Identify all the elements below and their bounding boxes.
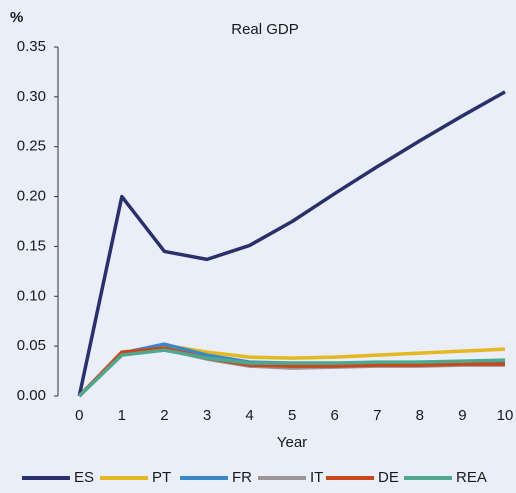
y-unit: % [10,9,23,26]
series-line [78,346,505,398]
y-tick-label: 0.10 [17,287,46,304]
y-tick-label: 0.15 [17,237,46,254]
legend-label: FR [232,469,252,486]
x-tick-label: 1 [118,407,126,424]
series-line [78,348,506,398]
x-tick-label: 5 [288,407,296,424]
legend-label: ES [74,469,94,486]
y-tick-label: 0.20 [17,188,46,205]
series-line [78,347,505,398]
y-tick-label: 0.25 [17,138,46,155]
chart-title: Real GDP [231,21,299,38]
legend-label: PT [152,469,171,486]
y-tick-label: 0.00 [17,387,46,404]
x-tick-label: 4 [245,407,253,424]
x-axis-label: Year [277,434,307,451]
y-tick-label: 0.05 [17,337,46,354]
y-tick-label: 0.30 [17,88,46,105]
x-tick-label: 7 [373,407,381,424]
x-tick-label: 0 [75,407,83,424]
legend-label: IT [310,469,323,486]
y-tick-label: 0.35 [17,38,46,55]
x-tick-label: 8 [416,407,424,424]
x-tick-label: 3 [203,407,211,424]
x-tick-label: 9 [458,407,466,424]
series-line [77,90,506,397]
x-tick-label: 10 [497,407,514,424]
x-tick-label: 2 [160,407,168,424]
x-tick-label: 6 [331,407,339,424]
legend-label: REA [456,469,487,486]
legend-label: DE [378,469,399,486]
